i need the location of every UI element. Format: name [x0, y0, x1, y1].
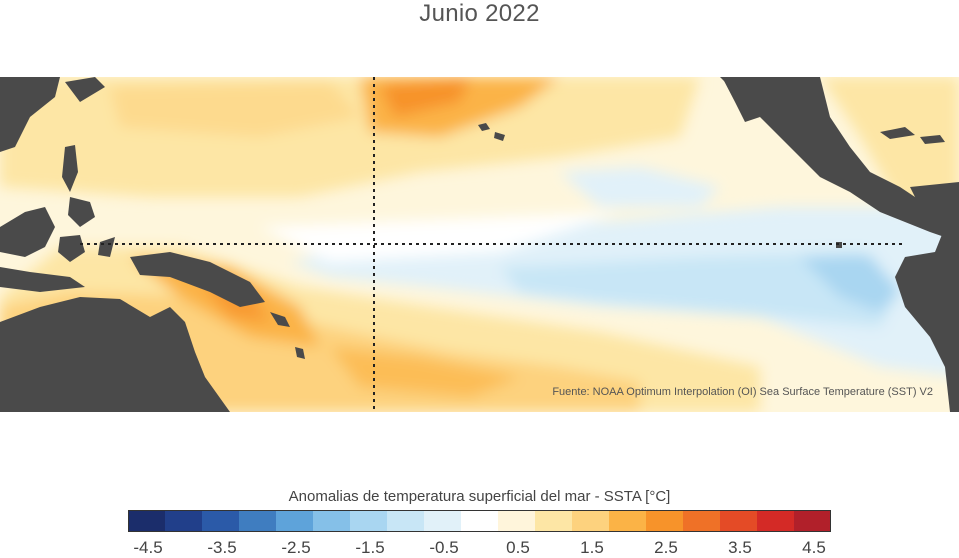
colorbar-swatch — [535, 510, 573, 532]
colorbar-tick-label: 3.5 — [728, 538, 752, 557]
colorbar-swatch — [794, 510, 831, 532]
colorbar-swatch — [683, 510, 721, 532]
colorbar-swatch — [757, 510, 795, 532]
colorbar-tick-label: -0.5 — [429, 538, 459, 557]
data-source-note: Fuente: NOAA Optimum Interpolation (OI) … — [552, 386, 933, 398]
colorbar-title: Anomalias de temperatura superficial del… — [288, 488, 671, 505]
colorbar-swatch — [720, 510, 758, 532]
colorbar-tick-label: -1.5 — [355, 538, 385, 557]
land-australia — [0, 297, 230, 412]
colorbar-swatch — [498, 510, 536, 532]
land-south-america — [895, 182, 959, 412]
map-title: Junio 2022 — [419, 0, 540, 27]
colorbar-tick-label: -2.5 — [281, 538, 311, 557]
colorbar-swatch — [609, 510, 647, 532]
colorbar-tick-label: -4.5 — [133, 538, 163, 557]
colorbar-swatch — [387, 510, 425, 532]
colorbar-tick-label: 2.5 — [654, 538, 678, 557]
colorbar-swatch — [276, 510, 314, 532]
colorbar-border — [128, 510, 831, 532]
colorbar-swatch — [313, 510, 351, 532]
land-new-guinea — [130, 252, 265, 307]
colorbar-tick-label: -3.5 — [207, 538, 237, 557]
colorbar-swatch — [572, 510, 610, 532]
colorbar-swatch — [424, 510, 462, 532]
land-masses — [0, 77, 959, 412]
colorbar-swatch — [461, 510, 499, 532]
colorbar-swatch — [646, 510, 684, 532]
colorbar-swatch — [165, 510, 203, 532]
colorbar-swatch — [350, 510, 388, 532]
colorbar-tick-label: 0.5 — [506, 538, 530, 557]
colorbar-swatch — [239, 510, 277, 532]
colorbar — [128, 510, 831, 532]
colorbar-tick-label: 4.5 — [802, 538, 826, 557]
colorbar-swatch — [128, 510, 166, 532]
land-north-america — [720, 77, 959, 242]
land-asia — [0, 77, 60, 152]
colorbar-swatch — [202, 510, 240, 532]
ssta-map — [0, 77, 959, 412]
colorbar-tick-label: 1.5 — [580, 538, 604, 557]
